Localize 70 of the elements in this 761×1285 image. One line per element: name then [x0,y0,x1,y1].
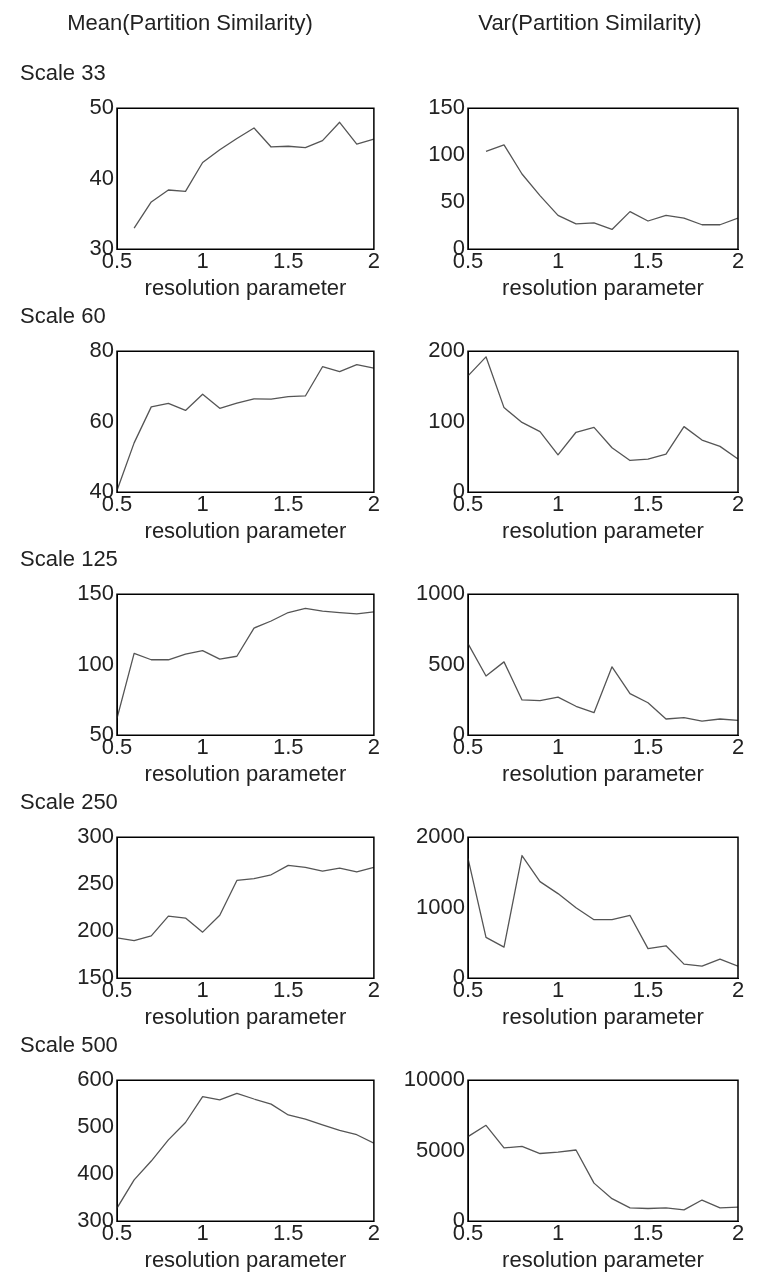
x-tick-label: 2 [731,1220,745,1246]
x-axis-title: resolution parameter [502,274,704,300]
y-tick-label: 200 [428,337,465,363]
x-tick-label: 2 [731,977,745,1003]
x-tick-label: 1.5 [272,248,304,274]
x-axis-title: resolution parameter [144,760,347,786]
x-axis-title: resolution parameter [502,760,704,786]
x-axis-title: resolution parameter [144,274,347,300]
y-tick-label: 250 [77,870,114,896]
x-tick-label: 1 [196,734,209,760]
y-tick-label: 300 [77,823,114,849]
x-tick-label: 2 [367,248,381,274]
y-tick-label: 150 [77,580,114,606]
x-tick-label: 1.5 [272,1220,304,1246]
x-tick-label: 1.5 [632,734,664,760]
chart-subtitle: Scale 250 [20,789,118,815]
y-tick-label: 2000 [416,823,465,849]
x-axis-title: resolution parameter [502,517,704,543]
y-tick-label: 10000 [403,1066,465,1092]
y-tick-label: 60 [89,407,114,433]
x-tick-label: 1 [551,248,565,274]
y-tick-label: 600 [77,1066,114,1092]
x-axis-title: resolution parameter [502,1003,704,1029]
x-tick-label: 1.5 [632,977,664,1003]
x-tick-label: 1 [196,491,209,517]
y-tick-label: 40 [89,164,114,190]
x-axis-title: resolution parameter [144,1246,347,1272]
y-tick-label: 5000 [416,1136,465,1162]
x-tick-label: 2 [731,491,745,517]
chart-title: Mean(Partition Similarity) [66,10,314,36]
x-tick-label: 1 [551,977,565,1003]
x-tick-label: 1 [196,1220,209,1246]
x-tick-label: 1 [196,248,209,274]
x-tick-label: 1.5 [272,491,304,517]
x-tick-label: 2 [367,491,381,517]
chart-title: Var(Partition Similarity) [477,10,703,36]
x-tick-label: 1 [551,734,565,760]
y-tick-label: 50 [89,94,114,120]
x-tick-label: 2 [731,734,745,760]
x-tick-label: 1.5 [632,1220,664,1246]
y-tick-label: 100 [428,407,465,433]
y-tick-label: 500 [428,650,465,676]
x-tick-label: 1 [551,491,565,517]
y-tick-label: 400 [77,1160,114,1186]
x-tick-label: 1 [551,1220,565,1246]
y-tick-label: 1000 [416,893,465,919]
y-tick-label: 150 [428,94,465,120]
x-tick-label: 1.5 [272,734,304,760]
y-tick-label: 80 [89,337,114,363]
x-axis-title: resolution parameter [502,1246,704,1272]
x-axis-title: resolution parameter [144,1003,347,1029]
x-tick-label: 2 [367,1220,381,1246]
y-tick-label: 50 [440,188,465,214]
x-tick-label: 2 [367,977,381,1003]
x-tick-label: 1.5 [632,491,664,517]
y-tick-label: 1000 [416,580,465,606]
y-tick-label: 100 [77,650,114,676]
x-tick-label: 2 [731,248,745,274]
chart-subtitle: Scale 60 [20,303,106,329]
y-tick-label: 500 [77,1113,114,1139]
chart-subtitle: Scale 500 [20,1032,118,1058]
y-tick-label: 200 [77,917,114,943]
x-axis-title: resolution parameter [144,517,347,543]
x-tick-label: 1 [196,977,209,1003]
x-tick-label: 1.5 [632,248,664,274]
y-tick-label: 100 [428,141,465,167]
chart-subtitle: Scale 33 [20,60,106,86]
x-tick-label: 2 [367,734,381,760]
x-tick-label: 1.5 [272,977,304,1003]
chart-subtitle: Scale 125 [20,546,118,572]
